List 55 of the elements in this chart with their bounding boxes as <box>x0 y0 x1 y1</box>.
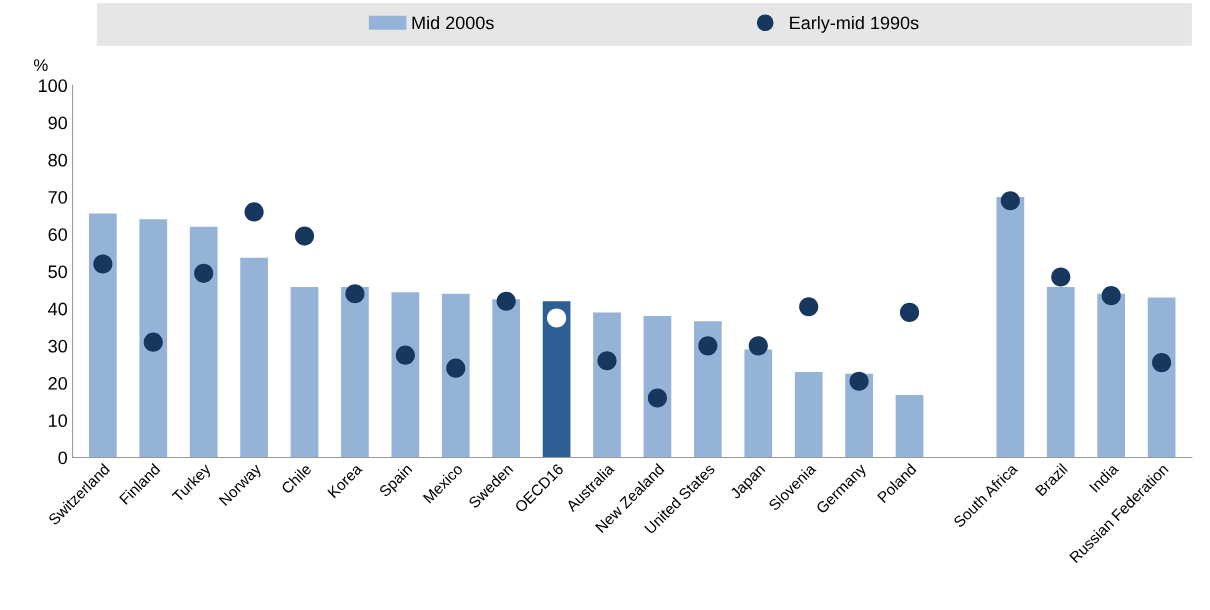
point <box>799 297 819 317</box>
bar <box>542 301 571 458</box>
point <box>395 345 415 365</box>
y-tick-label: 90 <box>48 116 68 130</box>
legend-label: Early-mid 1990s <box>790 15 919 33</box>
bar <box>391 292 420 458</box>
y-tick-label: 80 <box>48 153 68 167</box>
bar <box>643 316 672 458</box>
point <box>194 263 214 283</box>
y-tick-label: 70 <box>48 190 68 204</box>
point <box>698 336 718 356</box>
point <box>647 388 668 408</box>
bar <box>341 287 369 458</box>
bar <box>240 257 268 458</box>
bar <box>693 321 722 458</box>
point <box>1152 353 1172 373</box>
bar <box>744 349 773 458</box>
y-tick-label: 0 <box>58 451 68 465</box>
point <box>244 202 264 222</box>
bar <box>996 197 1025 458</box>
point <box>446 358 466 378</box>
bar <box>1097 293 1126 458</box>
bar <box>1147 297 1176 458</box>
point <box>597 351 617 371</box>
bar <box>794 371 823 458</box>
bar <box>1046 287 1075 458</box>
legend-label: Mid 2000s <box>412 15 494 30</box>
point <box>93 254 113 274</box>
bar <box>492 299 521 458</box>
y-axis-title: % <box>34 59 48 71</box>
y-tick-label: 40 <box>48 302 68 316</box>
point <box>143 332 163 352</box>
bar <box>189 226 218 458</box>
bar <box>441 293 470 458</box>
bar <box>290 287 319 458</box>
point <box>547 308 567 328</box>
y-tick-label: 20 <box>48 377 68 390</box>
point <box>1101 286 1121 306</box>
y-tick-label: 60 <box>48 228 68 241</box>
y-tick-label: 10 <box>49 414 68 428</box>
point <box>294 226 315 246</box>
point <box>899 302 920 322</box>
point <box>1000 191 1020 211</box>
point <box>496 291 516 311</box>
bar <box>895 394 924 458</box>
y-tick-label: 100 <box>38 79 68 93</box>
point <box>345 284 365 304</box>
point <box>748 336 768 356</box>
point <box>849 371 869 391</box>
y-tick-label: 30 <box>48 339 68 353</box>
bar <box>88 213 117 458</box>
bar <box>139 219 168 458</box>
point <box>1051 267 1071 287</box>
y-tick-label: 50 <box>48 265 68 279</box>
bar <box>593 312 621 458</box>
